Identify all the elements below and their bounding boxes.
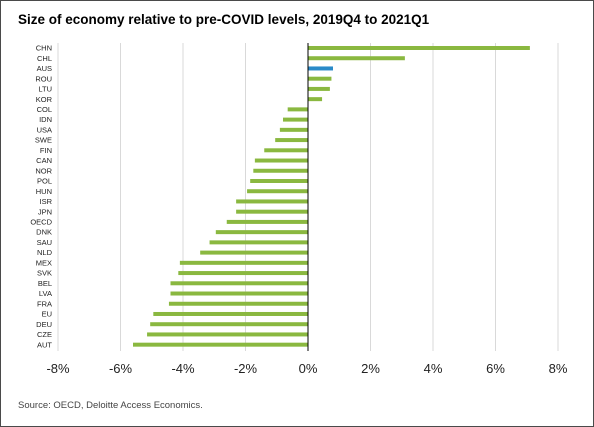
- x-tick-label: 4%: [424, 361, 443, 376]
- bar-pol: [250, 178, 308, 183]
- gridlines: [57, 43, 559, 351]
- category-label: CHL: [37, 54, 52, 63]
- category-label: SWE: [35, 136, 52, 145]
- x-tick-label: -4%: [171, 361, 195, 376]
- x-tick-label: 6%: [486, 361, 505, 376]
- category-label: USA: [37, 125, 52, 134]
- bar-aus: [308, 66, 333, 71]
- category-label: DNK: [36, 228, 52, 237]
- category-label: KOR: [36, 95, 53, 104]
- bar-ltu: [308, 86, 330, 91]
- chart-title: Size of economy relative to pre-COVID le…: [18, 12, 430, 27]
- source-note: Source: OECD, Deloitte Access Economics.: [18, 400, 203, 411]
- bar-nld: [200, 250, 308, 255]
- bar-cze: [147, 332, 308, 337]
- category-label: NLD: [37, 248, 53, 257]
- category-label: FRA: [37, 299, 52, 308]
- category-label: FIN: [40, 146, 52, 155]
- category-label: LVA: [39, 289, 52, 298]
- bar-isr: [236, 199, 308, 204]
- bar-sau: [209, 240, 308, 245]
- category-label: AUT: [37, 340, 52, 349]
- bar-svk: [178, 271, 308, 276]
- category-label: CHN: [36, 44, 52, 53]
- bar-usa: [279, 127, 308, 132]
- x-tick-label: 2%: [361, 361, 380, 376]
- category-label: CAN: [36, 156, 52, 165]
- x-tick-label: -2%: [234, 361, 258, 376]
- category-label: EU: [42, 310, 52, 319]
- bar-chl: [308, 56, 405, 61]
- category-label: IDN: [39, 115, 52, 124]
- x-tick-labels: -8% -6% -4% -2% 0% 2% 4% 6% 8%: [46, 361, 567, 376]
- x-tick-label: -6%: [109, 361, 133, 376]
- bar-idn: [283, 117, 308, 122]
- bar-oecd: [226, 219, 308, 224]
- category-label: SAU: [37, 238, 52, 247]
- category-label: DEU: [36, 320, 52, 329]
- bar-aut: [133, 342, 308, 347]
- category-label: POL: [37, 177, 52, 186]
- category-label: COL: [37, 105, 52, 114]
- bars: [133, 46, 530, 347]
- x-tick-label: -8%: [46, 361, 70, 376]
- bar-kor: [308, 97, 323, 102]
- category-label: JPN: [38, 207, 52, 216]
- bar-chn: [308, 46, 530, 50]
- category-label: AUS: [37, 64, 52, 73]
- bar-fin: [264, 148, 308, 153]
- x-tick-label: 8%: [549, 361, 568, 376]
- bar-nor: [253, 168, 308, 173]
- category-label: MEX: [36, 258, 52, 267]
- bar-eu: [153, 311, 308, 316]
- bar-fra: [168, 301, 308, 306]
- bar-can: [254, 158, 308, 163]
- category-label: LTU: [38, 85, 52, 94]
- category-label: HUN: [36, 187, 52, 196]
- bar-bel: [170, 281, 308, 286]
- bar-mex: [179, 260, 308, 265]
- x-tick-label: 0%: [299, 361, 318, 376]
- category-label: OECD: [30, 218, 52, 227]
- category-label: BEL: [38, 279, 52, 288]
- category-label: ISR: [39, 197, 52, 206]
- bar-col: [287, 107, 308, 112]
- bar-jpn: [236, 209, 308, 214]
- category-label: CZE: [37, 330, 52, 339]
- bar-deu: [150, 322, 308, 327]
- bar-hun: [247, 189, 308, 194]
- category-label: SVK: [37, 269, 52, 278]
- bar-swe: [275, 138, 308, 143]
- category-label: NOR: [35, 166, 52, 175]
- bar-dnk: [215, 230, 308, 235]
- category-label: ROU: [35, 74, 52, 83]
- bar-rou: [308, 76, 332, 81]
- bar-lva: [170, 291, 308, 296]
